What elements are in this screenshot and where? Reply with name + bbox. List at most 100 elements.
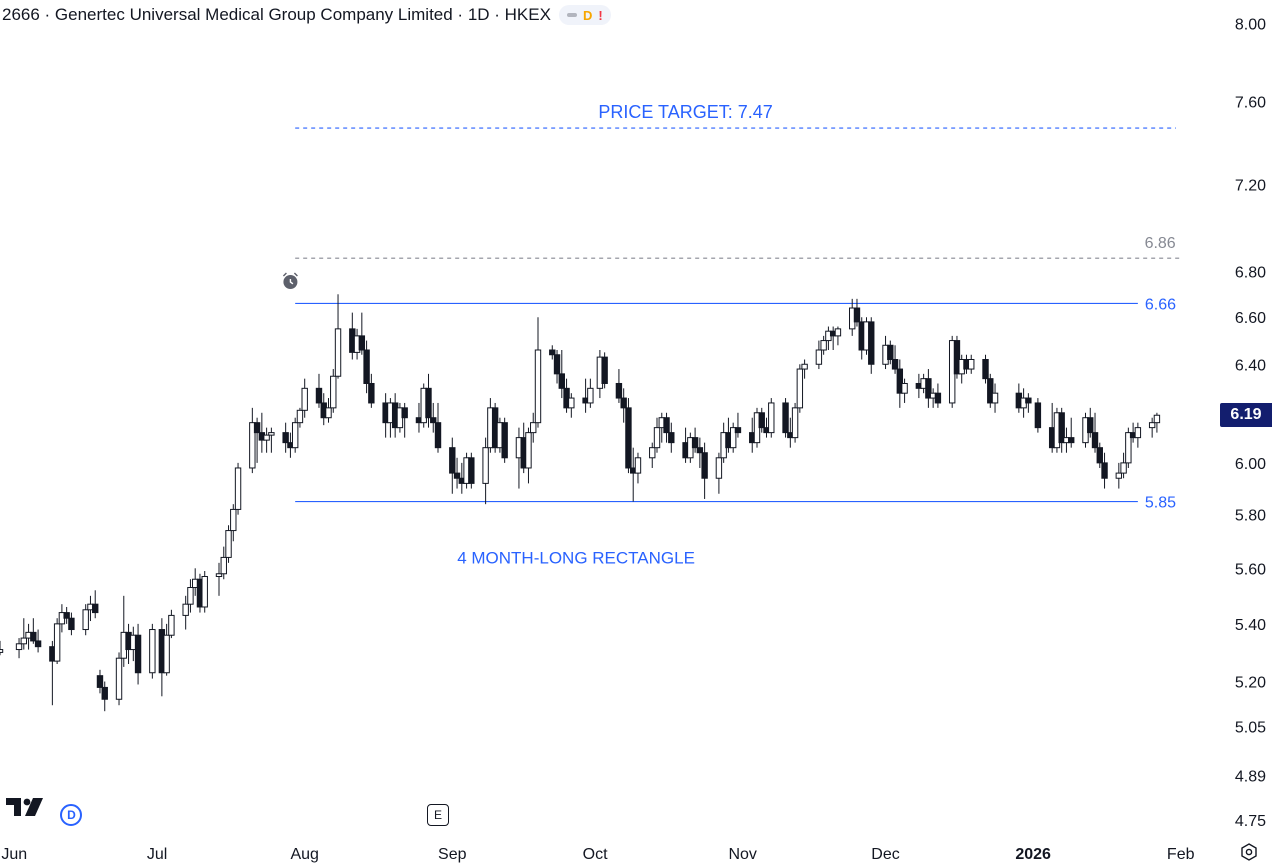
candle <box>468 452 475 489</box>
candle-body <box>358 335 366 351</box>
y-tick-label: 4.89 <box>1235 768 1266 785</box>
candle <box>482 437 489 505</box>
candle <box>1096 442 1103 468</box>
candle <box>220 546 227 580</box>
candle <box>101 681 108 712</box>
candle <box>715 452 723 494</box>
y-tick-label: 5.20 <box>1235 675 1266 692</box>
candle-body <box>758 412 765 429</box>
candle-body <box>782 402 789 434</box>
candle-body <box>896 368 904 394</box>
candle-body <box>449 447 456 474</box>
time-axis[interactable]: Jun Jul Aug Sep Oct Nov Dec 2026 Feb <box>1 846 1194 863</box>
candle <box>434 402 442 453</box>
candle-body <box>168 614 175 636</box>
candle-body <box>53 623 61 662</box>
dividend-marker[interactable]: D <box>60 804 83 826</box>
candle-body <box>691 437 699 449</box>
candle <box>887 340 894 365</box>
x-tick-label: Jul <box>147 846 167 863</box>
candle-body <box>15 643 23 651</box>
candle <box>453 457 461 489</box>
delayed-flag: D <box>582 7 593 23</box>
candle-body <box>1148 422 1156 429</box>
candle <box>53 618 61 665</box>
candle <box>315 373 323 408</box>
candle <box>834 326 842 346</box>
candle-body <box>20 637 28 645</box>
candle <box>325 398 332 423</box>
candle <box>34 629 42 653</box>
y-tick-label: 5.60 <box>1235 561 1266 578</box>
candle <box>430 402 437 433</box>
status-flags[interactable]: D ! <box>558 5 611 25</box>
candle <box>530 412 537 443</box>
candle <box>653 417 661 453</box>
candle-body <box>149 629 156 674</box>
candle-body <box>525 432 532 469</box>
alarm-clock-icon[interactable] <box>282 272 298 289</box>
candle <box>668 422 675 453</box>
candle <box>168 609 175 639</box>
market-closed-icon <box>566 13 577 17</box>
candle-body <box>253 422 261 434</box>
candle-body <box>263 434 270 441</box>
candle-body <box>549 349 556 356</box>
candle-body <box>268 432 275 436</box>
candle <box>1025 393 1032 413</box>
y-tick-label: 5.05 <box>1235 719 1266 736</box>
candle <box>868 317 875 374</box>
candle <box>82 604 89 636</box>
y-tick-label: 7.60 <box>1235 95 1266 112</box>
candle <box>149 623 156 679</box>
candle-body <box>1068 437 1075 444</box>
candle-body <box>668 432 675 444</box>
candle <box>134 623 142 685</box>
candle <box>368 373 375 408</box>
candle-body <box>663 417 670 434</box>
earnings-marker[interactable]: E <box>427 804 449 826</box>
candle-body <box>620 397 627 409</box>
candle-body <box>553 354 561 375</box>
candle <box>587 378 594 408</box>
candle <box>968 354 975 374</box>
candle <box>1101 452 1108 489</box>
candle <box>258 412 266 453</box>
candle-body <box>182 603 189 616</box>
candle <box>982 354 989 384</box>
candle <box>268 427 275 453</box>
candle-body <box>530 422 537 434</box>
candle <box>182 595 189 630</box>
candle-body <box>558 373 565 389</box>
candle-body <box>282 432 289 444</box>
tradingview-logo[interactable] <box>6 796 46 818</box>
candle <box>791 402 799 443</box>
candle-body <box>901 382 908 394</box>
candle-body <box>68 617 75 631</box>
last-price-tag: 6.19 <box>1220 403 1272 428</box>
candle-body <box>1091 432 1099 449</box>
chart-header: 2666 · Genertec Universal Medical Group … <box>2 4 611 26</box>
candle <box>225 525 232 563</box>
x-tick-label: Feb <box>1167 846 1195 863</box>
candle-body <box>453 472 461 479</box>
candle <box>425 373 432 428</box>
candle-body <box>968 358 975 370</box>
candle-body <box>163 634 170 674</box>
candle <box>1134 422 1142 448</box>
symbol-title[interactable]: 2666 · Genertec Universal Medical Group … <box>2 5 551 24</box>
candle-body <box>649 447 656 459</box>
candle-body <box>815 349 823 365</box>
candle <box>96 669 104 694</box>
price-axis[interactable]: 8.00 7.60 7.20 6.80 6.60 6.40 6.00 5.80 5.60 5.40… <box>1235 16 1266 830</box>
candle <box>296 407 304 428</box>
settings-icon[interactable] <box>1239 842 1259 862</box>
candle <box>901 378 908 403</box>
candle-body <box>96 675 104 688</box>
candle <box>249 407 256 474</box>
candle <box>649 442 656 468</box>
candle <box>815 340 823 370</box>
candle-body <box>315 387 323 404</box>
candle-body <box>63 612 70 619</box>
